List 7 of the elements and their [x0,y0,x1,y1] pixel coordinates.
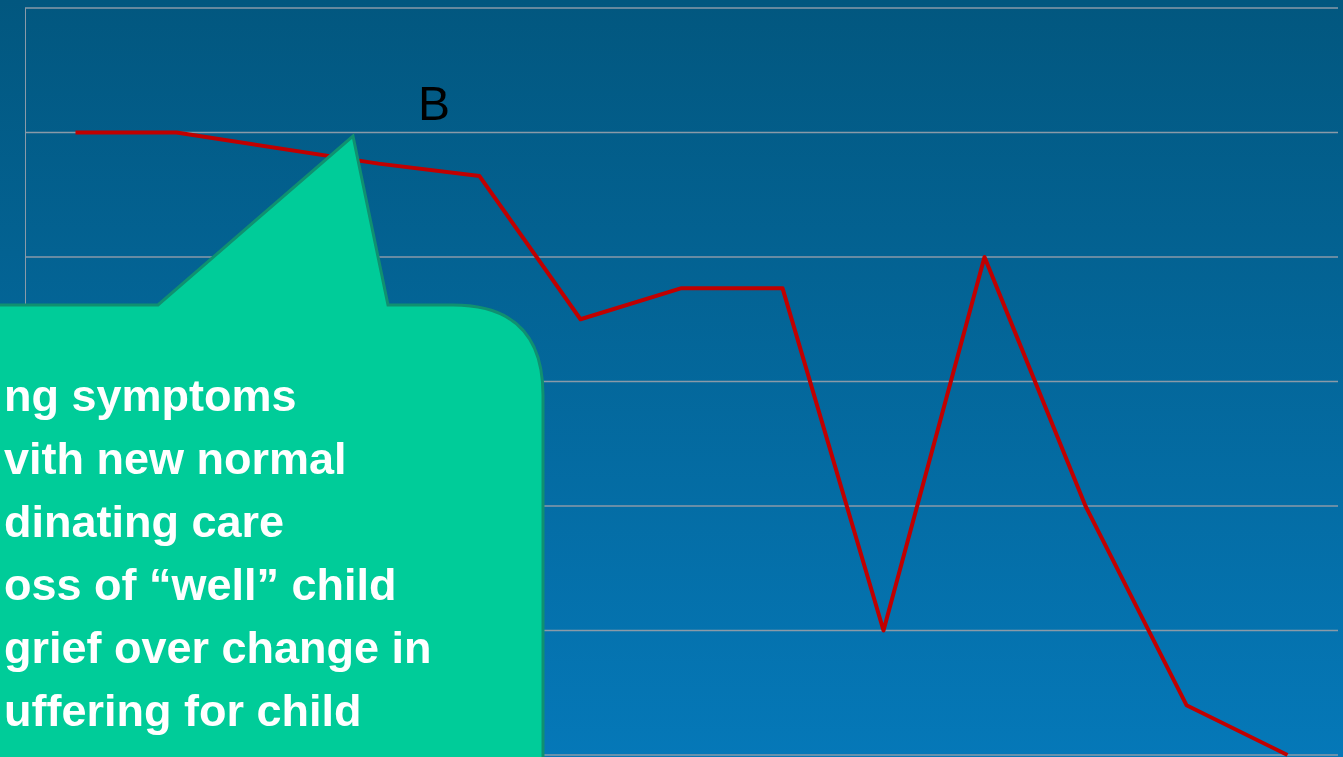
annotation: ng symptoms [4,369,298,423]
text: B [418,76,451,131]
annotation: dinating care [4,495,286,549]
annotation: grief over change in [4,621,432,675]
annotation: vith new normal [4,432,348,486]
annotation: uffering for child [4,684,363,738]
annotation: oss of “well” child [4,558,398,612]
